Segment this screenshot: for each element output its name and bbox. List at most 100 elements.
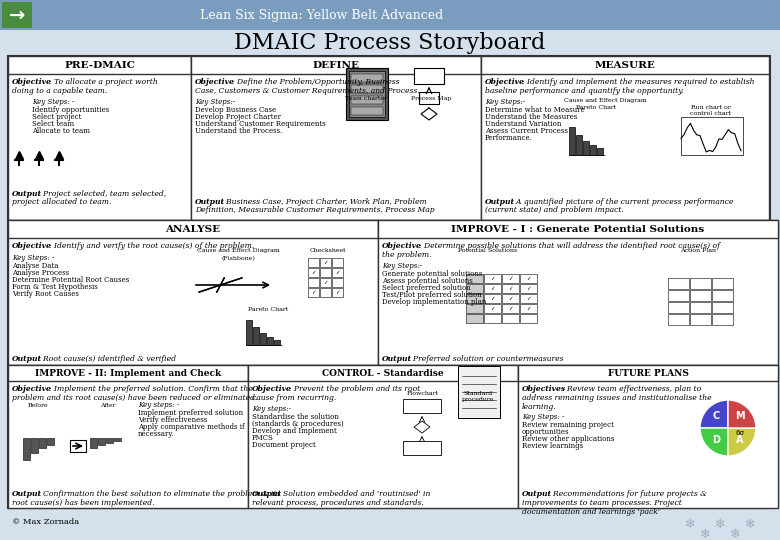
Text: Determine Potential Root Causes: Determine Potential Root Causes	[12, 276, 129, 284]
Text: ❄: ❄	[685, 518, 695, 531]
Polygon shape	[414, 421, 430, 433]
Text: Objective: Objective	[12, 385, 52, 393]
Text: Assess potential solutions: Assess potential solutions	[382, 277, 473, 285]
Bar	[484, 314, 501, 323]
Text: Key Steps: -: Key Steps: -	[12, 254, 55, 262]
Text: ❄: ❄	[714, 518, 725, 531]
Text: PMCS: PMCS	[252, 434, 274, 442]
Text: opportunities: opportunities	[522, 428, 569, 436]
Text: Objective: Objective	[382, 242, 422, 250]
Bar	[668, 314, 689, 325]
Text: problem and its root cause(s) have been reduced or eliminated.: problem and its root cause(s) have been …	[12, 394, 257, 402]
Bar	[308, 268, 319, 277]
Text: learning.: learning.	[522, 403, 557, 411]
Bar	[320, 278, 331, 287]
Bar	[8, 365, 248, 381]
Bar	[518, 365, 778, 508]
Text: ❄: ❄	[730, 529, 740, 540]
Text: Understand Variation: Understand Variation	[485, 120, 562, 128]
Text: : Preferred solution or countermeasures: : Preferred solution or countermeasures	[408, 355, 563, 363]
Text: Case, Customers & Customer Requirements, and Process.: Case, Customers & Customer Requirements,…	[195, 87, 420, 95]
Text: Analyse Data: Analyse Data	[12, 262, 58, 270]
Bar	[253, 327, 259, 345]
Text: © Max Zornada: © Max Zornada	[12, 518, 79, 526]
Text: ✓: ✓	[490, 296, 495, 301]
Polygon shape	[421, 108, 437, 120]
Text: ✓: ✓	[526, 296, 530, 301]
Bar	[31, 438, 38, 453]
Text: : Implement the preferred solution. Confirm that the: : Implement the preferred solution. Conf…	[49, 385, 253, 393]
Bar	[246, 320, 252, 345]
Text: (current state) and problem impact.: (current state) and problem impact.	[485, 206, 624, 214]
Text: ✓: ✓	[335, 270, 339, 275]
Text: Key Steps:-: Key Steps:-	[195, 98, 235, 106]
Bar	[378, 220, 778, 365]
Bar	[466, 274, 483, 283]
Text: Run chart or
control chart: Run chart or control chart	[690, 105, 732, 116]
Text: FUTURE PLANS: FUTURE PLANS	[608, 368, 689, 377]
Text: Definition, Measurable Customer Requirements, Process Map: Definition, Measurable Customer Requirem…	[195, 206, 434, 214]
Bar	[466, 294, 483, 303]
Bar	[502, 274, 519, 283]
Bar	[346, 68, 388, 120]
Text: Document project: Document project	[252, 441, 316, 449]
Bar	[8, 56, 191, 74]
Text: Team charter: Team charter	[345, 96, 387, 101]
Bar	[308, 258, 319, 267]
Text: PRE-DMAIC: PRE-DMAIC	[64, 60, 135, 70]
Text: Flowchart: Flowchart	[407, 391, 439, 396]
Text: Output: Output	[12, 355, 42, 363]
Bar	[712, 314, 733, 325]
Text: Key steps: -: Key steps: -	[138, 401, 179, 409]
Text: baseline performance and quantify the opportunity.: baseline performance and quantify the op…	[485, 87, 684, 95]
Text: : Identify and verify the root cause(s) of the problem.: : Identify and verify the root cause(s) …	[49, 242, 254, 250]
Text: Analyse Process: Analyse Process	[12, 269, 69, 277]
Text: Objective: Objective	[485, 78, 525, 86]
Bar	[8, 56, 191, 220]
Text: Pareto Chart: Pareto Chart	[576, 105, 616, 110]
Text: IMPROVE - I : Generate Potential Solutions: IMPROVE - I : Generate Potential Solutio…	[452, 225, 704, 233]
Bar	[274, 340, 280, 345]
Bar	[332, 278, 343, 287]
Bar	[690, 302, 711, 313]
Text: : Identify and implement the measures required to establish: : Identify and implement the measures re…	[522, 78, 754, 86]
Bar	[569, 127, 575, 155]
Bar	[502, 294, 519, 303]
Text: ✓: ✓	[310, 270, 315, 275]
Text: Generate potential solutions: Generate potential solutions	[382, 270, 482, 278]
Text: project allocated to team.: project allocated to team.	[12, 198, 112, 206]
Bar	[320, 268, 331, 277]
Text: Key Steps:-: Key Steps:-	[485, 98, 525, 106]
Text: ✓: ✓	[310, 290, 315, 295]
Text: C: C	[712, 411, 720, 421]
Text: Output: Output	[522, 490, 552, 498]
Bar	[403, 441, 441, 455]
Bar	[690, 290, 711, 301]
Text: ✓: ✓	[490, 286, 495, 291]
Text: Review remaining project: Review remaining project	[522, 421, 614, 429]
Text: : Define the Problem/Opportunity, Business: : Define the Problem/Opportunity, Busine…	[232, 78, 399, 86]
Text: Select preferred solution: Select preferred solution	[382, 284, 471, 292]
Bar	[502, 284, 519, 293]
Bar	[378, 220, 778, 238]
Bar	[576, 135, 582, 155]
Text: Select project: Select project	[32, 113, 81, 121]
Bar	[308, 288, 319, 297]
Text: ✓: ✓	[323, 280, 328, 285]
Text: : Confirmation the best solution to eliminate the problem & its: : Confirmation the best solution to elim…	[38, 490, 281, 498]
Bar	[191, 56, 481, 220]
Bar	[248, 365, 518, 508]
Bar	[332, 258, 343, 267]
Text: Objective: Objective	[195, 78, 235, 86]
Text: Objective: Objective	[12, 242, 52, 250]
Text: : Business Case, Project Charter, Work Plan, Problem: : Business Case, Project Charter, Work P…	[221, 198, 427, 206]
Text: Performance.: Performance.	[485, 134, 533, 142]
Bar	[320, 258, 331, 267]
Text: Assess Current Process: Assess Current Process	[485, 127, 568, 135]
Bar	[481, 56, 769, 220]
Bar	[712, 278, 733, 289]
Text: Process Map: Process Map	[411, 96, 452, 101]
Bar	[70, 440, 86, 452]
Text: ✓: ✓	[323, 260, 328, 265]
Bar	[590, 145, 596, 155]
